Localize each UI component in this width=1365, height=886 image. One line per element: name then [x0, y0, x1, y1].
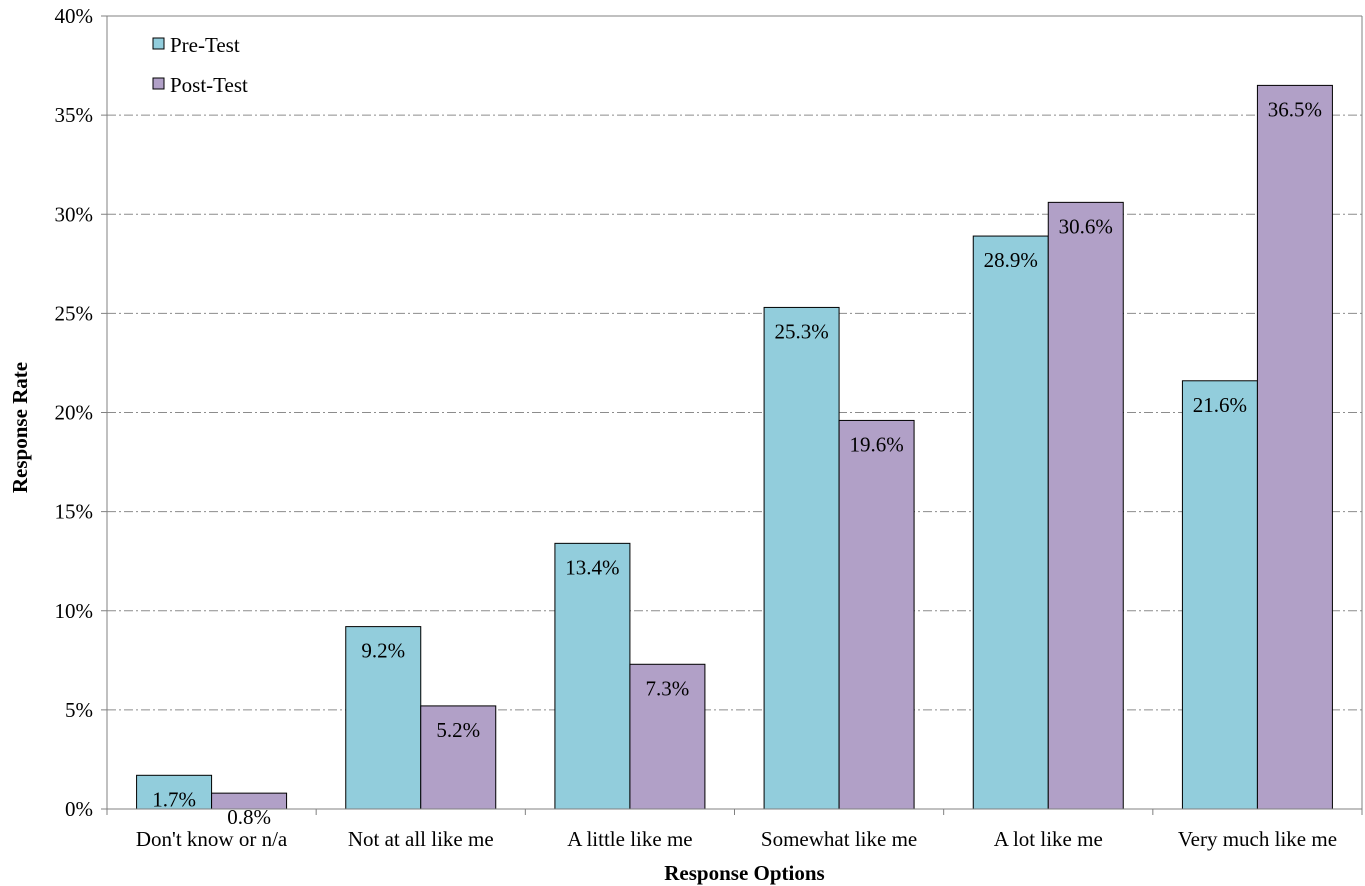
data-label-post-test-1: 5.2%: [436, 718, 480, 742]
legend-swatch-post-test: [152, 77, 165, 90]
x-tick-label-5: Very much like me: [1178, 827, 1337, 851]
x-tick-label-4: A lot like me: [994, 827, 1103, 851]
y-tick-label-6: 30%: [55, 202, 94, 226]
data-label-pre-test-2: 13.4%: [565, 555, 619, 579]
data-label-pre-test-0: 1.7%: [152, 787, 196, 811]
bar-pre-test-5: [1181, 380, 1258, 810]
y-axis-ticks: 0% 5% 10% 15% 20% 25% 30% 35% 40%: [55, 4, 107, 821]
bar-pre-test-2: [554, 542, 631, 810]
y-tick-label-8: 40%: [55, 4, 94, 28]
y-tick-label-7: 35%: [55, 103, 94, 127]
y-tick-label-1: 5%: [65, 698, 93, 722]
data-label-post-test-0: 0.8%: [227, 805, 271, 829]
legend-label-post-test: Post-Test: [170, 73, 248, 97]
data-label-pre-test-4: 28.9%: [984, 248, 1038, 272]
bar-pre-test-0: [136, 774, 213, 810]
bar-post-test-1: [420, 705, 497, 810]
legend: Pre-Test Post-Test: [152, 33, 248, 97]
data-label-pre-test-3: 25.3%: [774, 319, 828, 343]
y-tick-label-5: 25%: [55, 301, 94, 325]
data-label-post-test-5: 36.5%: [1268, 97, 1322, 121]
x-axis-ticks: Don't know or n/a Not at all like me A lit…: [106, 809, 1363, 851]
bar-post-test-5: [1256, 84, 1333, 810]
y-tick-label-0: 0%: [65, 797, 93, 821]
data-label-post-test-3: 19.6%: [849, 432, 903, 456]
y-axis-title: Response Rate: [8, 362, 32, 493]
legend-item-post-test: Post-Test: [152, 73, 248, 97]
bar-pre-test-3: [763, 306, 840, 810]
gridlines: [107, 114, 1362, 711]
bar-post-test-4: [1047, 201, 1124, 810]
x-tick-label-0: Don't know or n/a: [136, 827, 288, 851]
data-label-post-test-2: 7.3%: [646, 676, 690, 700]
y-tick-label-4: 20%: [55, 401, 94, 425]
x-tick-label-3: Somewhat like me: [761, 827, 917, 851]
bars: [136, 84, 1333, 810]
data-labels: 1.7% 9.2% 13.4% 25.3% 28.9% 21.6% 0.8% 5.2% 7.3%…: [152, 97, 1322, 829]
y-tick-label-2: 10%: [55, 599, 94, 623]
x-tick-label-2: A little like me: [567, 827, 692, 851]
bar-post-test-2: [629, 663, 706, 810]
x-tick-label-1: Not at all like me: [348, 827, 494, 851]
legend-item-pre-test: Pre-Test: [152, 33, 240, 57]
legend-label-pre-test: Pre-Test: [170, 33, 240, 57]
data-label-pre-test-1: 9.2%: [361, 639, 405, 663]
x-axis-title: Response Options: [664, 861, 824, 885]
bar-pre-test-4: [972, 235, 1049, 810]
data-label-post-test-4: 30.6%: [1059, 214, 1113, 238]
data-label-pre-test-5: 21.6%: [1193, 393, 1247, 417]
y-tick-label-3: 15%: [55, 500, 94, 524]
bar-post-test-3: [838, 419, 915, 810]
legend-swatch-pre-test: [152, 37, 165, 50]
